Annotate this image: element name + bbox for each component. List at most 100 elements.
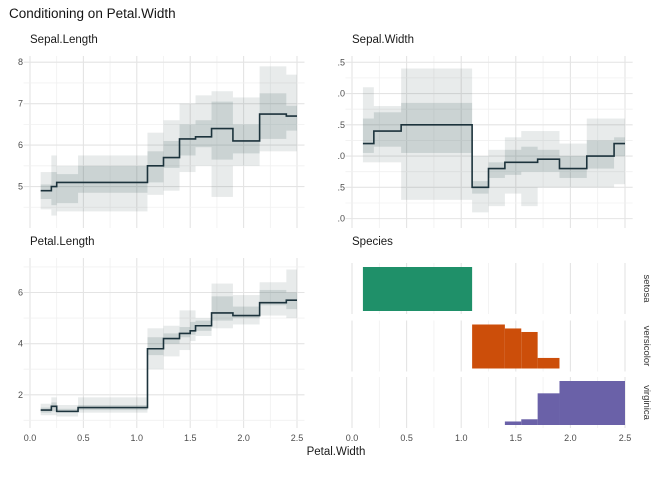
species-bar-setosa [362, 267, 473, 311]
panel-petal-length: Petal.Length 2 4 6 0.0 0.5 1.0 1.5 2.0 2.5 [6, 234, 336, 450]
outer-band [78, 155, 148, 212]
outer-band [286, 269, 297, 319]
inner-band [559, 156, 587, 178]
outer-band [559, 143, 587, 188]
outer-band [472, 156, 489, 213]
y-tick-label: 7 [18, 99, 23, 109]
outer-band [147, 132, 164, 195]
figure-title: Conditioning on Petal.Width [9, 6, 176, 21]
facet-strip-label: setosa [641, 275, 652, 304]
outer-band [232, 97, 260, 166]
inner-band [232, 124, 260, 154]
outer-band [78, 397, 148, 413]
inner-band [259, 289, 287, 306]
inner-band [211, 296, 233, 321]
panel-title-species: Species [352, 236, 393, 248]
x-tick-label: 2.5 [291, 433, 304, 443]
outer-band [232, 295, 260, 325]
outer-band [56, 165, 79, 212]
x-tick-label: 0.0 [346, 433, 359, 443]
outer-band [259, 282, 287, 316]
x-tick-label: 0.0 [24, 433, 37, 443]
species-bar-virginica [559, 381, 625, 425]
panel-title-sepal-length: Sepal.Length [30, 34, 98, 46]
outer-band [163, 325, 180, 357]
panel-title-sepal-width: Sepal.Width [352, 34, 415, 46]
inner-band [401, 102, 473, 153]
facet-strip-label: virginica [641, 385, 652, 421]
outer-band [179, 310, 191, 351]
facet-strip-label: versicolor [641, 326, 652, 367]
inner-band [78, 165, 148, 193]
y-tick-label: 3.5 [338, 120, 345, 130]
inner-band [521, 146, 538, 172]
inner-band [211, 101, 233, 160]
step-line [40, 113, 297, 192]
outer-band [362, 87, 374, 163]
inner-band [195, 120, 212, 148]
panel-sepal-length: Sepal.Length 5 6 7 8 [6, 32, 336, 232]
x-tick-label: 2.0 [237, 433, 250, 443]
inner-band [190, 321, 196, 335]
x-axis-title: Petal.Width [306, 446, 366, 458]
y-tick-label: 2.5 [338, 182, 345, 192]
outer-band [51, 155, 57, 216]
panel-species: Species setosa versicolor virginica 0.0 0.5 1… [338, 234, 668, 450]
species-bar-versicolor [472, 324, 505, 369]
outer-band [614, 118, 625, 185]
x-tick-label: 0.5 [77, 433, 90, 443]
species-bar-virginica [521, 419, 538, 425]
outer-band [195, 95, 212, 166]
y-tick-label: 6 [18, 288, 23, 298]
inner-band [286, 105, 297, 131]
inner-band [373, 112, 402, 147]
outer-band [163, 120, 180, 191]
inner-band [614, 137, 625, 157]
x-tick-label: 2.0 [564, 433, 577, 443]
outer-band [190, 310, 196, 342]
outer-band [521, 131, 538, 207]
outer-band [401, 68, 473, 200]
inner-band [488, 162, 505, 178]
inner-band [147, 337, 164, 356]
step-line [362, 124, 625, 189]
inner-band [537, 149, 560, 172]
species-chart: setosa versicolor virginica 0.0 0.5 1.0 1.5 2.0… [346, 263, 652, 443]
x-tick-label: 2.5 [619, 433, 632, 443]
y-tick-label: 2 [18, 390, 23, 400]
inner-band [40, 184, 52, 199]
outer-band [586, 118, 615, 188]
inner-band [362, 118, 374, 153]
outer-band [195, 318, 212, 336]
inner-band [179, 124, 196, 156]
petal-length-chart: 2 4 6 0.0 0.5 1.0 1.5 2.0 2.5 [18, 258, 305, 443]
y-tick-label: 6 [18, 140, 23, 150]
step-line [40, 299, 297, 413]
outer-band [504, 137, 522, 194]
inner-band [51, 172, 57, 206]
x-tick-label: 1.0 [455, 433, 468, 443]
y-tick-label: 4.5 [338, 57, 345, 67]
inner-band [56, 174, 79, 204]
y-tick-label: 8 [18, 57, 23, 67]
inner-band [163, 140, 180, 168]
outer-band [488, 149, 505, 207]
outer-band [259, 66, 287, 152]
sepal-width-chart: 2.0 2.5 3.0 3.5 4.0 4.5 [338, 56, 633, 228]
y-tick-label: 2.0 [338, 214, 345, 224]
outer-band [179, 103, 196, 173]
y-tick-label: 4.0 [338, 89, 345, 99]
inner-band [179, 327, 191, 338]
panel-title-petal-length: Petal.Length [30, 236, 95, 248]
species-bar-virginica [504, 421, 522, 425]
x-tick-label: 1.5 [184, 433, 197, 443]
outer-band [373, 106, 402, 163]
y-tick-label: 4 [18, 339, 23, 349]
outer-band [211, 283, 233, 329]
x-tick-label: 1.0 [131, 433, 144, 443]
outer-band [211, 91, 233, 197]
inner-band [586, 140, 615, 169]
species-bar-versicolor [537, 357, 560, 369]
species-bar-versicolor [521, 331, 538, 369]
